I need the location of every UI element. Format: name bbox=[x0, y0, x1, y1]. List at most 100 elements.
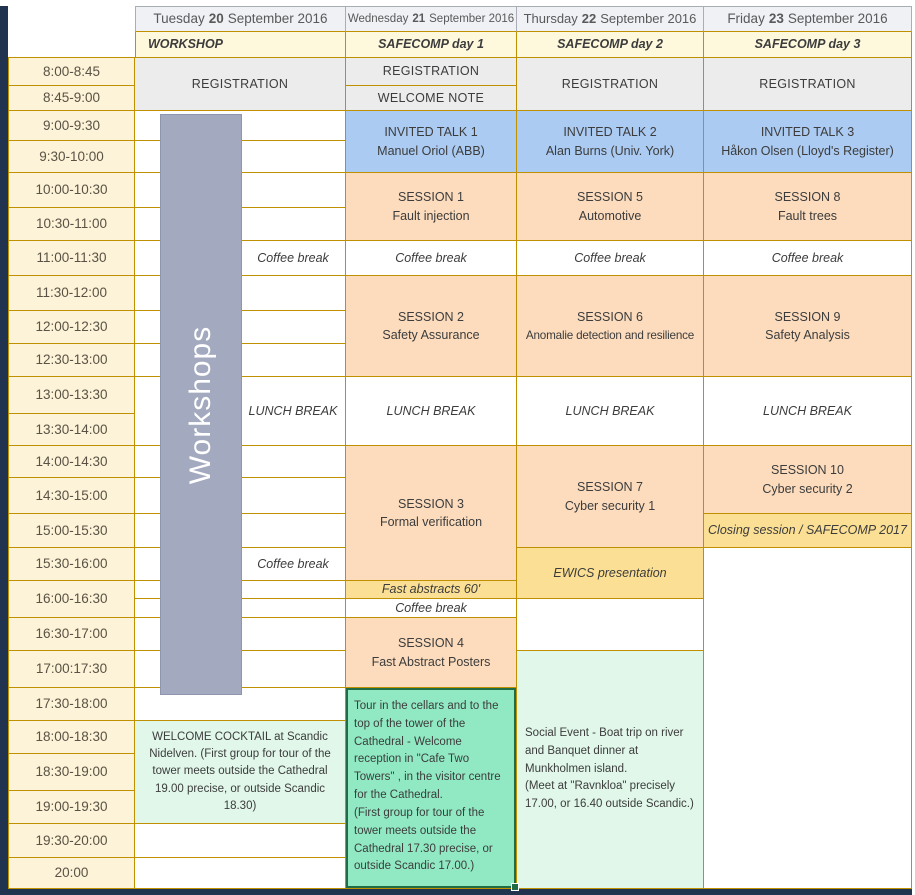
workshops-label: Workshops bbox=[184, 325, 217, 484]
time-cell[interactable]: 9:00-9:30 bbox=[8, 111, 135, 141]
invited-talk-2-cell[interactable]: INVITED TALK 2 Alan Burns (Univ. York) bbox=[517, 111, 704, 173]
time-cell[interactable]: 18:00-18:30 bbox=[8, 721, 135, 754]
session-8-cell[interactable]: SESSION 8 Fault trees bbox=[704, 173, 912, 241]
cathedral-tour-cell[interactable]: Tour in the cellars and to the top of th… bbox=[346, 688, 519, 891]
time-cell[interactable]: 12:00-12:30 bbox=[8, 311, 135, 344]
welcome-note-cell[interactable]: WELCOME NOTE bbox=[346, 86, 517, 111]
date-rest: September 2016 bbox=[227, 11, 328, 27]
registration-cell-friday[interactable]: REGISTRATION bbox=[704, 58, 912, 111]
date-header-friday[interactable]: Friday 23 September 2016 bbox=[704, 6, 912, 32]
registration-cell-tuesday[interactable]: REGISTRATION bbox=[135, 58, 346, 111]
track-header-safecomp-day-1[interactable]: SAFECOMP day 1 bbox=[346, 32, 517, 58]
social-event-cell[interactable]: Social Event - Boat trip on river and Ba… bbox=[517, 651, 704, 889]
date-rest: September 2016 bbox=[600, 10, 697, 26]
fill-handle[interactable] bbox=[511, 883, 519, 891]
empty-cell[interactable] bbox=[135, 824, 346, 858]
time-cell[interactable]: 13:30-14:00 bbox=[8, 414, 135, 446]
session-3-cell[interactable]: SESSION 3 Formal verification bbox=[346, 446, 517, 581]
time-cell[interactable]: 11:00-11:30 bbox=[8, 241, 135, 276]
session-6-cell[interactable]: SESSION 6 Anomalie detection and resilie… bbox=[517, 276, 704, 377]
time-cell[interactable]: 12:30-13:00 bbox=[8, 344, 135, 377]
social-event-text: Social Event - Boat trip on river and Ba… bbox=[525, 726, 694, 811]
session-9-cell[interactable]: SESSION 9 Safety Analysis bbox=[704, 276, 912, 377]
track-header-safecomp-day-3[interactable]: SAFECOMP day 3 bbox=[704, 32, 912, 58]
session-topic: Fast Abstract Posters bbox=[371, 654, 491, 669]
date-day-number: 22 bbox=[581, 10, 597, 26]
date-header-thursday[interactable]: Thursday 22 September 2016 bbox=[517, 6, 704, 32]
session-2-cell[interactable]: SESSION 2 Safety Assurance bbox=[346, 276, 517, 377]
time-cell[interactable]: 19:30-20:00 bbox=[8, 824, 135, 858]
session-title: SESSION 6 bbox=[577, 310, 643, 325]
date-day-name: Friday bbox=[727, 11, 765, 27]
time-cell[interactable]: 14:00-14:30 bbox=[8, 446, 135, 478]
track-header-safecomp-day-2[interactable]: SAFECOMP day 2 bbox=[517, 32, 704, 58]
fast-abstracts-cell[interactable]: Fast abstracts 60' bbox=[346, 581, 517, 599]
cathedral-tour-text: Tour in the cellars and to the top of th… bbox=[354, 700, 501, 873]
invited-talk-1-cell[interactable]: INVITED TALK 1 Manuel Oriol (ABB) bbox=[346, 111, 517, 173]
session-topic: Fault trees bbox=[777, 208, 838, 223]
session-1-cell[interactable]: SESSION 1 Fault injection bbox=[346, 173, 517, 241]
coffee-break-cell-wednesday[interactable]: Coffee break bbox=[346, 241, 517, 276]
coffee-break-cell-friday[interactable]: Coffee break bbox=[704, 241, 912, 276]
empty-cell[interactable] bbox=[135, 858, 346, 889]
session-title: SESSION 1 bbox=[398, 190, 464, 205]
session-5-cell[interactable]: SESSION 5 Automotive bbox=[517, 173, 704, 241]
coffee-break-cell-wednesday-pm[interactable]: Coffee break bbox=[346, 599, 517, 618]
lunch-break-cell-friday[interactable]: LUNCH BREAK bbox=[704, 377, 912, 446]
corner-cell[interactable] bbox=[8, 6, 135, 58]
empty-cell[interactable] bbox=[517, 599, 704, 651]
session-title: SESSION 8 bbox=[774, 190, 841, 205]
session-topic: Automotive bbox=[578, 208, 642, 223]
time-cell[interactable]: 13:00-13:30 bbox=[8, 377, 135, 414]
date-day-number: 20 bbox=[208, 11, 224, 27]
time-cell[interactable]: 15:00-15:30 bbox=[8, 514, 135, 548]
time-cell[interactable]: 8:00-8:45 bbox=[8, 58, 135, 86]
time-cell[interactable]: 16:00-16:30 bbox=[8, 581, 135, 618]
date-day-name: Thursday bbox=[523, 10, 578, 26]
session-title: SESSION 5 bbox=[577, 190, 643, 205]
time-cell[interactable]: 14:30-15:00 bbox=[8, 478, 135, 514]
invited-talk-title: INVITED TALK 1 bbox=[384, 125, 478, 140]
date-header-tuesday[interactable]: Tuesday 20 September 2016 bbox=[135, 6, 346, 32]
time-cell[interactable]: 8:45-9:00 bbox=[8, 86, 135, 111]
frame-left bbox=[0, 6, 8, 895]
date-day-name: Tuesday bbox=[153, 11, 205, 27]
time-cell[interactable]: 11:30-12:00 bbox=[8, 276, 135, 311]
time-cell[interactable]: 17:30-18:00 bbox=[8, 688, 135, 721]
invited-talk-speaker: Manuel Oriol (ABB) bbox=[377, 143, 485, 158]
session-4-cell[interactable]: SESSION 4 Fast Abstract Posters bbox=[346, 618, 517, 688]
time-cell[interactable]: 20:00 bbox=[8, 858, 135, 889]
empty-cell[interactable] bbox=[704, 548, 912, 889]
ewics-presentation-cell[interactable]: EWICS presentation bbox=[517, 548, 704, 599]
time-cell[interactable]: 16:30-17:00 bbox=[8, 618, 135, 651]
time-cell[interactable]: 15:30-16:00 bbox=[8, 548, 135, 581]
welcome-cocktail-cell[interactable]: WELCOME COCKTAIL at Scandic Nidelven. (F… bbox=[135, 721, 346, 824]
date-day-name: Wednesday bbox=[347, 12, 409, 25]
track-header-workshop[interactable]: WORKSHOP bbox=[135, 32, 346, 58]
session-title: SESSION 9 bbox=[774, 309, 841, 324]
date-rest: September 2016 bbox=[429, 12, 515, 25]
time-cell[interactable]: 19:00-19:30 bbox=[8, 791, 135, 824]
time-cell[interactable]: 9:30-10:00 bbox=[8, 141, 135, 173]
date-header-wednesday[interactable]: Wednesday 21 September 2016 bbox=[346, 6, 517, 32]
time-cell[interactable]: 10:30-11:00 bbox=[8, 208, 135, 241]
date-day-number: 21 bbox=[412, 12, 426, 25]
lunch-break-cell-thursday[interactable]: LUNCH BREAK bbox=[517, 377, 704, 446]
session-topic: Cyber security 1 bbox=[564, 498, 656, 513]
time-cell[interactable]: 18:30-19:00 bbox=[8, 754, 135, 791]
registration-cell-wednesday[interactable]: REGISTRATION bbox=[346, 58, 517, 86]
session-title: SESSION 3 bbox=[398, 496, 464, 511]
closing-session-cell[interactable]: Closing session / SAFECOMP 2017 bbox=[704, 514, 912, 548]
session-10-cell[interactable]: SESSION 10 Cyber security 2 bbox=[704, 446, 912, 514]
registration-cell-thursday[interactable]: REGISTRATION bbox=[517, 58, 704, 111]
lunch-break-cell-wednesday[interactable]: LUNCH BREAK bbox=[346, 377, 517, 446]
coffee-break-cell-thursday[interactable]: Coffee break bbox=[517, 241, 704, 276]
date-rest: September 2016 bbox=[787, 11, 888, 27]
time-cell[interactable]: 10:00-10:30 bbox=[8, 173, 135, 208]
invited-talk-speaker: Håkon Olsen (Lloyd's Register) bbox=[721, 143, 894, 158]
time-cell[interactable]: 17:00:17:30 bbox=[8, 651, 135, 688]
workshops-box[interactable]: Workshops bbox=[160, 114, 242, 695]
session-7-cell[interactable]: SESSION 7 Cyber security 1 bbox=[517, 446, 704, 548]
invited-talk-3-cell[interactable]: INVITED TALK 3 Håkon Olsen (Lloyd's Regi… bbox=[704, 111, 912, 173]
